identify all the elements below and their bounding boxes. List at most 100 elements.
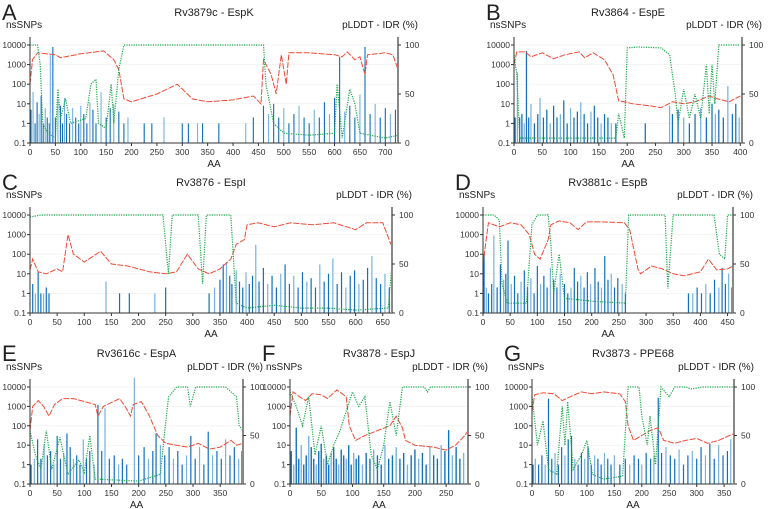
snp-bar <box>621 284 623 313</box>
snp-bar <box>607 458 609 484</box>
snp-bar <box>604 256 606 313</box>
x-tick-label: 200 <box>620 147 634 157</box>
snp-bar <box>714 114 717 143</box>
y-tick-label: 0.1 <box>14 138 26 148</box>
plddt-line <box>29 397 244 450</box>
snp-bar <box>78 123 80 143</box>
x-axis-label: AA <box>207 159 221 170</box>
snp-bar <box>143 123 145 143</box>
snp-bar <box>362 279 364 313</box>
snp-bar <box>95 123 97 143</box>
snp-bar <box>373 449 375 484</box>
snp-bar <box>570 287 572 313</box>
snp-bar <box>194 458 196 484</box>
snp-bar <box>335 458 337 484</box>
snp-bar <box>718 109 720 143</box>
snp-bar <box>113 103 115 143</box>
snp-bar <box>660 452 663 484</box>
snp-bar <box>30 109 32 143</box>
snp-bar <box>313 109 315 143</box>
snp-bar <box>556 117 558 143</box>
snp-bar <box>56 435 58 484</box>
snp-bar <box>590 284 592 313</box>
snp-bar <box>528 117 530 143</box>
snp-bar <box>399 458 401 484</box>
snp-bar <box>645 452 647 484</box>
snp-bar <box>526 287 529 313</box>
snp-bar <box>330 452 332 484</box>
snp-bar <box>577 464 579 484</box>
x-tick-label: 0 <box>530 488 535 498</box>
x-tick-label: 350 <box>201 147 215 157</box>
snp-bar <box>559 273 561 313</box>
snp-bar <box>417 458 420 484</box>
idr-line <box>513 44 741 139</box>
x-tick-label: 650 <box>376 317 390 327</box>
snp-bar <box>593 105 595 143</box>
snp-bar <box>328 464 330 484</box>
y-tick-label: 100 <box>12 79 26 89</box>
snp-bar <box>198 447 201 484</box>
snp-bar <box>493 235 495 313</box>
x-axis-label: AA <box>601 329 615 340</box>
snp-bar <box>314 287 317 313</box>
snp-bar <box>181 123 183 143</box>
snp-bar <box>731 287 733 313</box>
snp-bar <box>542 117 545 143</box>
snp-bar <box>687 455 689 484</box>
right-tick-label: 100 <box>740 210 754 220</box>
snp-bar <box>37 272 39 313</box>
snp-bar <box>600 123 602 143</box>
snp-bar <box>297 287 299 313</box>
x-tick-label: 300 <box>186 488 200 498</box>
right-tick-label: 50 <box>749 89 759 99</box>
panel-letter: G <box>504 341 521 366</box>
y-tick-label: 1 <box>523 460 528 470</box>
snp-bar <box>187 123 189 143</box>
right-axis-label: pLDDT - IDR (%) <box>678 362 754 373</box>
x-tick-label: 600 <box>349 317 363 327</box>
panel-title: Rv3881c - EspB <box>568 177 647 189</box>
snp-bar <box>615 123 617 143</box>
snp-bar <box>123 123 125 143</box>
snp-bar <box>365 452 367 484</box>
snp-bar <box>557 464 559 484</box>
snp-bar <box>238 281 241 313</box>
right-axis-label: pLDDT - IDR (%) <box>187 362 263 373</box>
plddt-line <box>513 51 741 109</box>
x-tick-label: 400 <box>693 317 707 327</box>
snp-bar <box>32 284 34 313</box>
snp-bar <box>165 287 167 313</box>
y-tick-label: 10 <box>501 99 511 109</box>
snp-bar <box>674 458 676 484</box>
snp-bar <box>310 447 312 484</box>
snp-bar <box>722 455 724 484</box>
snp-bar <box>59 105 62 143</box>
x-tick-label: 50 <box>52 488 62 498</box>
snp-bar <box>242 287 244 313</box>
snp-bar <box>46 117 48 143</box>
panel-letter: E <box>2 341 17 366</box>
snp-bar <box>121 458 123 484</box>
snp-bar <box>155 433 157 484</box>
snp-bar <box>552 105 555 143</box>
x-tick-label: 100 <box>580 488 594 498</box>
snp-bar <box>128 293 130 313</box>
snp-bar <box>738 117 740 143</box>
y-tick-label: 10 <box>470 269 480 279</box>
y-tick-label: 100 <box>514 421 528 431</box>
snp-bar <box>225 439 227 484</box>
y-tick-label: 10000 <box>455 210 479 220</box>
snp-bar <box>328 114 331 143</box>
right-tick-label: 0 <box>405 138 410 148</box>
snp-bar <box>487 293 490 313</box>
plddt-line <box>531 391 735 444</box>
snp-bar <box>323 458 325 484</box>
right-axis-label: pLDDT - IDR (%) <box>336 190 412 201</box>
x-tick-label: 200 <box>132 488 146 498</box>
snp-bar <box>624 293 626 313</box>
snp-bar <box>138 455 140 484</box>
snp-bar <box>219 279 221 313</box>
snp-bar <box>293 464 295 484</box>
right-axis-label: pLDDT - IDR (%) <box>686 20 762 31</box>
